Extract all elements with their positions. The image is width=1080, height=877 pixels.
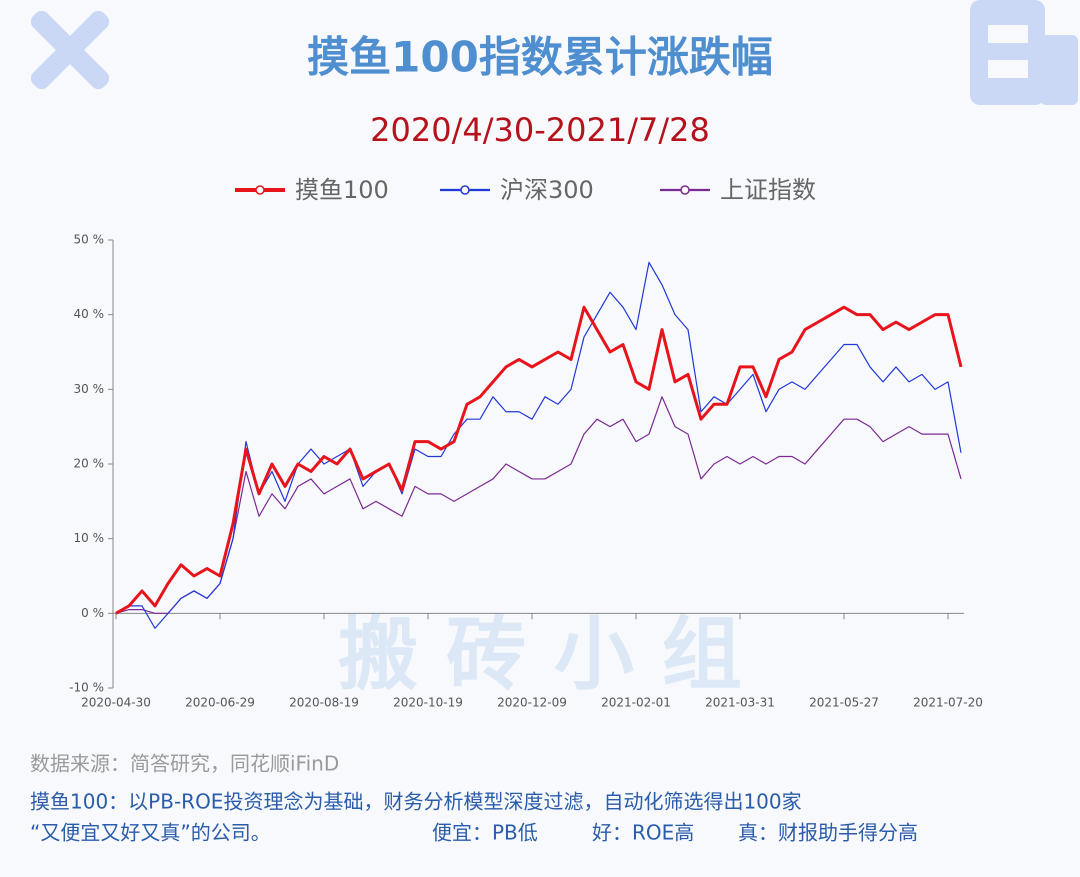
x-tick-label: 2021-02-01 bbox=[601, 696, 671, 710]
note: 摸鱼100：以PB-ROE投资理念为基础，财务分析模型深度过滤，自动化筛选得出1… bbox=[30, 790, 802, 814]
legend-label: 上证指数 bbox=[720, 176, 816, 204]
legend-label: 沪深300 bbox=[500, 176, 594, 204]
y-tick-label: 50 % bbox=[74, 233, 105, 247]
legend-label: 摸鱼100 bbox=[295, 176, 389, 204]
watermark: 搬 砖 小 组 bbox=[338, 608, 742, 701]
note: 真：财报助手得分高 bbox=[738, 821, 918, 845]
x-tick-label: 2021-07-20 bbox=[913, 696, 983, 710]
y-tick-label: 10 % bbox=[74, 531, 105, 545]
x-tick-label: 2020-04-30 bbox=[81, 696, 151, 710]
y-tick-label: 30 % bbox=[74, 382, 105, 396]
y-tick-label: 0 % bbox=[81, 606, 104, 620]
y-tick-label: 20 % bbox=[74, 457, 105, 471]
chart-subtitle: 2020/4/30-2021/7/28 bbox=[370, 111, 710, 149]
legend-marker bbox=[460, 185, 470, 195]
chart-title: 摸鱼100指数累计涨跌幅 bbox=[307, 33, 773, 82]
legend-marker bbox=[680, 185, 690, 195]
series-line bbox=[115, 261, 962, 629]
note: 便宜：PB低 bbox=[432, 821, 538, 845]
x-tick-label: 2020-08-19 bbox=[289, 696, 359, 710]
y-tick-label: 40 % bbox=[74, 307, 105, 321]
tools-icon bbox=[30, 10, 110, 90]
x-tick-label: 2021-03-31 bbox=[705, 696, 775, 710]
x-tick-label: 2020-06-29 bbox=[185, 696, 255, 710]
building-icon bbox=[970, 0, 1078, 105]
series-line bbox=[115, 305, 963, 615]
x-tick-label: 2020-10-19 bbox=[393, 696, 463, 710]
x-tick-label: 2021-05-27 bbox=[809, 696, 879, 710]
x-tick-label: 2020-12-09 bbox=[497, 696, 567, 710]
y-tick-label: -10 % bbox=[69, 681, 104, 695]
legend-marker bbox=[255, 185, 265, 195]
source: 数据来源：简答研究，同花顺iFinD bbox=[30, 752, 339, 776]
note: 好：ROE高 bbox=[592, 821, 694, 845]
note: “又便宜又好又真”的公司。 bbox=[30, 821, 271, 845]
series-line bbox=[115, 396, 962, 614]
